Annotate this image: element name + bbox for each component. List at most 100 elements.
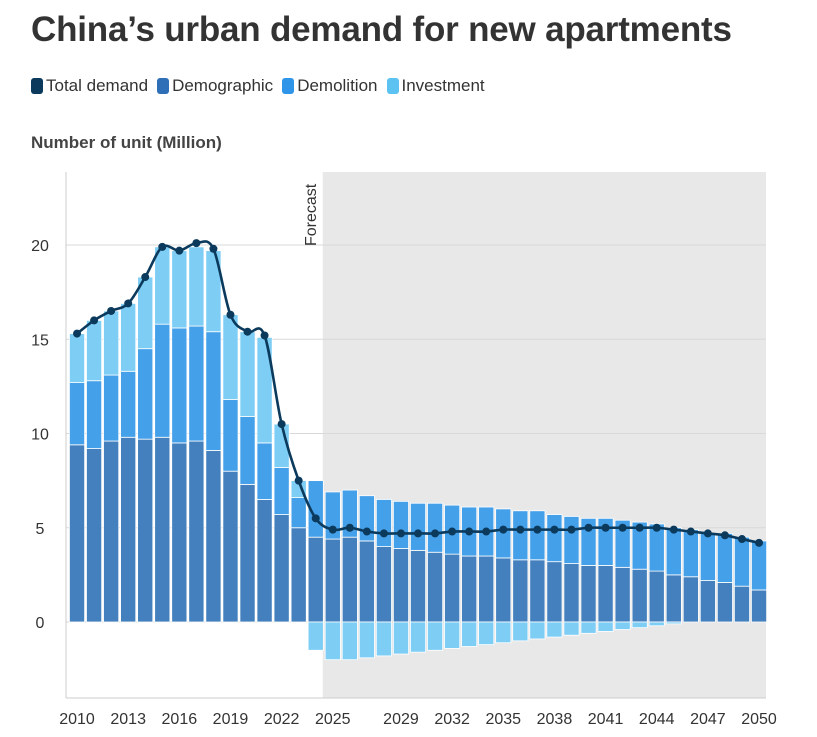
bar-investment-2015	[154, 246, 171, 325]
total-demand-point-2047	[703, 529, 712, 538]
total-demand-point-2031	[431, 529, 440, 538]
bar-demolition-2010	[69, 382, 86, 446]
y-tick-label: 5	[36, 521, 45, 538]
bar-demographic-2035	[495, 557, 512, 623]
bar-investment-2036	[512, 621, 529, 642]
bar-demographic-2012	[103, 440, 120, 623]
bar-demographic-2030	[410, 549, 427, 623]
bar-demographic-2024	[307, 536, 324, 623]
x-tick-label: 2029	[383, 711, 419, 728]
bar-demolition-2013	[120, 370, 137, 438]
bar-demographic-2043	[631, 568, 648, 623]
x-tick-label: 2016	[162, 711, 198, 728]
bar-demolition-2047	[699, 533, 716, 581]
total-demand-point-2022	[277, 420, 286, 429]
bar-demolition-2046	[682, 529, 699, 578]
total-demand-point-2041	[601, 523, 610, 532]
y-tick-label: 20	[31, 238, 49, 255]
total-demand-point-2040	[584, 523, 593, 532]
legend-item-total-demand[interactable]: Total demand	[31, 76, 148, 96]
y-axis-title: Number of unit (Million)	[31, 133, 222, 152]
bar-demographic-2027	[358, 540, 375, 623]
y-tick-label: 15	[31, 332, 49, 349]
bar-demographic-2010	[69, 444, 86, 623]
bar-demolition-2012	[103, 374, 120, 442]
bar-demographic-2021	[256, 499, 273, 623]
forecast-label: Forecast	[303, 183, 320, 246]
legend-swatch-demolition	[282, 78, 295, 94]
bar-investment-2043	[631, 621, 648, 629]
bar-demolition-2017	[188, 325, 205, 442]
x-tick-label: 2010	[59, 711, 95, 728]
bar-demolition-2049	[733, 536, 750, 587]
bar-demolition-2050	[751, 540, 768, 591]
bar-demolition-2011	[86, 380, 103, 449]
bar-demographic-2017	[188, 440, 205, 623]
bar-demographic-2046	[682, 576, 699, 623]
bar-demographic-2031	[427, 551, 444, 623]
total-demand-point-2032	[448, 527, 457, 536]
legend-swatch-demographic	[157, 78, 170, 94]
total-demand-point-2026	[345, 523, 354, 532]
total-demand-point-2014	[141, 273, 150, 282]
bar-demographic-2018	[205, 450, 222, 623]
bar-investment-2027	[358, 621, 375, 659]
legend-swatch-investment	[386, 78, 399, 94]
bar-demographic-2034	[478, 555, 495, 623]
total-demand-point-2033	[465, 527, 474, 536]
x-tick-label: 2050	[741, 711, 777, 728]
legend-label-total-demand: Total demand	[46, 76, 149, 95]
total-demand-point-2010	[73, 329, 82, 338]
bar-demographic-2049	[733, 585, 750, 623]
total-demand-point-2046	[686, 527, 695, 536]
bar-demographic-2048	[716, 582, 733, 623]
bar-investment-2013	[120, 303, 137, 372]
total-demand-point-2012	[107, 306, 116, 315]
bar-demolition-2036	[512, 510, 529, 561]
bar-demographic-2040	[580, 565, 597, 623]
bar-demolition-2018	[205, 331, 222, 451]
legend-label-investment: Investment	[401, 76, 485, 95]
bar-investment-2039	[563, 621, 580, 636]
bar-demolition-2016	[171, 327, 188, 444]
bar-demolition-2043	[631, 521, 648, 570]
bar-demographic-2028	[375, 546, 392, 623]
y-tick-label: 0	[36, 615, 45, 632]
total-demand-point-2035	[499, 525, 508, 534]
legend: Total demand Demographic Demolition Inve…	[31, 76, 494, 96]
x-tick-label: 2032	[434, 711, 470, 728]
bar-demographic-2022	[273, 514, 290, 623]
legend-item-demolition[interactable]: Demolition	[282, 76, 378, 96]
bar-demolition-2014	[137, 348, 154, 440]
legend-item-demographic[interactable]: Demographic	[157, 76, 273, 96]
bar-investment-2010	[69, 333, 86, 384]
total-demand-point-2015	[158, 242, 167, 251]
total-demand-point-2043	[635, 523, 644, 532]
bar-demographic-2011	[86, 448, 103, 623]
legend-item-investment[interactable]: Investment	[386, 76, 485, 96]
bar-investment-2035	[495, 621, 512, 644]
bar-demolition-2038	[546, 514, 563, 563]
total-demand-point-2019	[226, 310, 235, 319]
bar-investment-2011	[86, 319, 103, 382]
bar-investment-2040	[580, 621, 597, 634]
bar-investment-2031	[427, 621, 444, 651]
total-demand-point-2011	[90, 316, 99, 325]
bar-demolition-2042	[614, 519, 631, 568]
bar-investment-2034	[478, 621, 495, 646]
bar-demolition-2023	[290, 497, 307, 529]
chart-title: China’s urban demand for new apartments	[31, 10, 732, 49]
bar-demographic-2032	[444, 553, 461, 623]
total-demand-point-2027	[362, 527, 371, 536]
bar-demographic-2019	[222, 470, 239, 623]
bar-investment-2033	[461, 621, 478, 647]
bar-demolition-2031	[427, 502, 444, 553]
bar-demolition-2021	[256, 442, 273, 500]
total-demand-point-2037	[533, 525, 542, 534]
bar-demographic-2036	[512, 559, 529, 623]
total-demand-point-2048	[720, 531, 729, 540]
bar-investment-2037	[529, 621, 546, 640]
total-demand-point-2028	[379, 529, 388, 538]
bar-demographic-2039	[563, 563, 580, 623]
bar-demolition-2040	[580, 517, 597, 566]
